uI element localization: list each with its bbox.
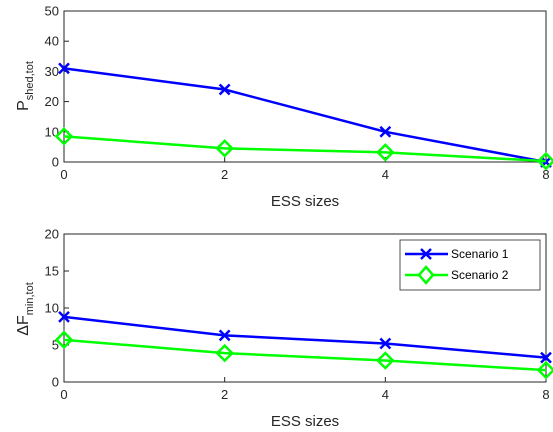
series-line-scenario-1 bbox=[63, 67, 547, 164]
y-ticks-top: 0 10 20 30 40 50 bbox=[45, 4, 69, 170]
axes-box-top bbox=[63, 10, 547, 163]
x-tick-label: 2 bbox=[221, 387, 228, 402]
legend-label-scenario-1: Scenario 1 bbox=[451, 247, 509, 261]
legend-marker-scenario-1 bbox=[420, 248, 432, 260]
data-point-scenario-2 bbox=[54, 127, 74, 146]
data-point-scenario-1 bbox=[58, 62, 70, 75]
x-tick-label: 4 bbox=[382, 387, 389, 402]
legend-entry-scenario-2: Scenario 2 bbox=[405, 265, 509, 285]
y-tick-label: 10 bbox=[45, 124, 59, 139]
data-point-scenario-2 bbox=[215, 139, 234, 158]
subplot-bottom: 0 5 10 15 20 0 2 4 8 ESS sizes ΔFmin,tot Scenar… bbox=[15, 227, 553, 430]
y-axis-label-top: Pshed,tot bbox=[15, 61, 36, 111]
y-tick-label: 5 bbox=[52, 338, 59, 353]
legend: Scenario 1 Scenario 2 bbox=[399, 239, 541, 291]
data-point-scenario-2 bbox=[376, 351, 395, 370]
data-point-scenario-2 bbox=[536, 151, 553, 171]
data-point-scenario-1 bbox=[540, 351, 552, 364]
y-tick-label: 30 bbox=[45, 64, 59, 79]
series-bottom bbox=[54, 310, 553, 380]
x-tick-label: 4 bbox=[382, 167, 389, 182]
y-tick-label: 50 bbox=[45, 4, 59, 19]
data-point-scenario-2 bbox=[215, 343, 234, 363]
legend-label-scenario-2: Scenario 2 bbox=[451, 268, 509, 282]
x-tick-label: 2 bbox=[221, 167, 228, 182]
x-tick-label: 8 bbox=[542, 387, 549, 402]
series-top bbox=[54, 62, 553, 171]
series-line-scenario-2 bbox=[63, 338, 547, 372]
y-tick-label: 0 bbox=[52, 155, 59, 170]
x-tick-label: 8 bbox=[542, 167, 549, 182]
legend-marker-scenario-2 bbox=[417, 265, 435, 285]
y-ticks-bottom: 0 5 10 15 20 bbox=[45, 227, 69, 390]
subplot-top: 0 10 20 30 40 50 0 2 4 8 ESS sizes Pshed,tot bbox=[15, 4, 553, 210]
y-axis-label-bottom-sub: min,tot bbox=[24, 282, 36, 315]
y-tick-label: 40 bbox=[45, 34, 59, 49]
y-axis-label-top-main: P bbox=[15, 100, 32, 111]
y-axis-label-bottom: ΔFmin,tot bbox=[15, 282, 36, 335]
x-tick-label: 0 bbox=[60, 387, 67, 402]
data-point-scenario-1 bbox=[58, 310, 70, 323]
data-point-scenario-1 bbox=[379, 125, 392, 138]
y-tick-label: 0 bbox=[52, 375, 59, 390]
x-axis-label-bottom: ESS sizes bbox=[271, 413, 339, 430]
data-point-scenario-2 bbox=[376, 143, 395, 162]
data-point-scenario-1 bbox=[218, 83, 231, 96]
data-point-scenario-1 bbox=[379, 337, 392, 350]
y-axis-label-top-sub: shed,tot bbox=[24, 61, 36, 100]
series-line-scenario-1 bbox=[63, 315, 547, 359]
data-point-scenario-1 bbox=[218, 329, 231, 342]
data-point-scenario-2 bbox=[54, 330, 74, 350]
series-line-scenario-2 bbox=[63, 135, 547, 163]
legend-entry-scenario-1: Scenario 1 bbox=[405, 247, 509, 261]
x-axis-label-top: ESS sizes bbox=[271, 193, 339, 210]
y-tick-label: 20 bbox=[45, 94, 59, 109]
data-point-scenario-2 bbox=[536, 360, 553, 380]
x-tick-label: 0 bbox=[60, 167, 67, 182]
y-tick-label: 15 bbox=[45, 264, 59, 279]
y-tick-label: 20 bbox=[45, 227, 59, 242]
y-axis-label-bottom-main: ΔF bbox=[15, 315, 32, 336]
y-tick-label: 10 bbox=[45, 301, 59, 316]
